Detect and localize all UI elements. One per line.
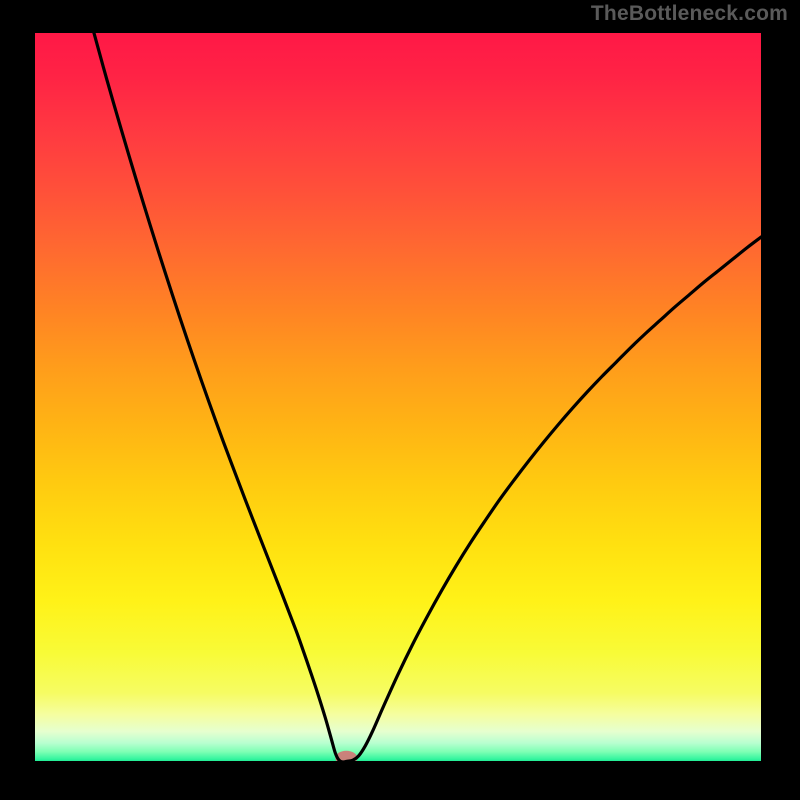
plot-gradient-background: [34, 32, 762, 762]
chart-stage: TheBottleneck.com: [0, 0, 800, 800]
watermark-text: TheBottleneck.com: [591, 2, 788, 26]
bottleneck-chart: [0, 0, 800, 800]
